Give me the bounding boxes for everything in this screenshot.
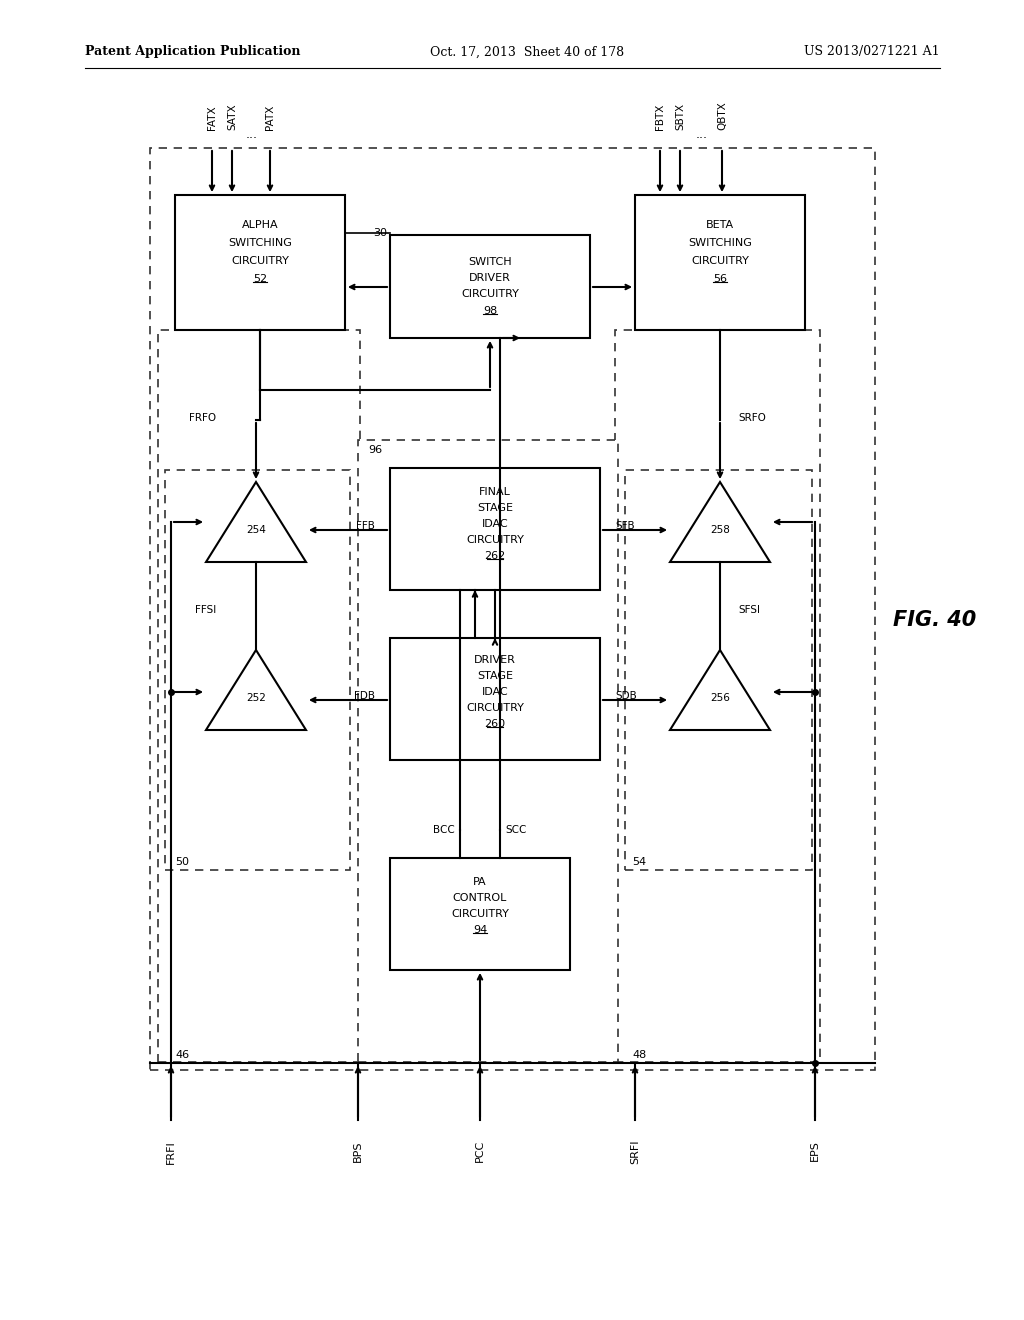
Text: 258: 258: [710, 525, 730, 535]
Text: FINAL: FINAL: [479, 487, 511, 498]
Text: DRIVER: DRIVER: [474, 655, 516, 665]
Text: 56: 56: [713, 275, 727, 284]
Text: Patent Application Publication: Patent Application Publication: [85, 45, 300, 58]
Bar: [150, 148, 874, 1071]
Text: CIRCUITRY: CIRCUITRY: [231, 256, 289, 267]
Text: SRFO: SRFO: [738, 413, 766, 422]
Polygon shape: [670, 649, 770, 730]
Text: ...: ...: [246, 128, 258, 141]
Bar: [390, 638, 600, 760]
Text: SBTX: SBTX: [675, 103, 685, 129]
Text: 30: 30: [373, 228, 387, 238]
Text: CIRCUITRY: CIRCUITRY: [466, 704, 524, 713]
Text: 262: 262: [484, 550, 506, 561]
Text: QBTX: QBTX: [717, 102, 727, 129]
Text: ALPHA: ALPHA: [242, 220, 279, 230]
Text: STAGE: STAGE: [477, 503, 513, 513]
Polygon shape: [206, 482, 306, 562]
Text: BCC: BCC: [433, 825, 455, 836]
Text: 260: 260: [484, 719, 506, 729]
Text: DRIVER: DRIVER: [469, 273, 511, 282]
Text: PA: PA: [473, 876, 486, 887]
Text: 50: 50: [175, 857, 189, 867]
Text: FFB: FFB: [356, 521, 375, 531]
Text: SRFI: SRFI: [630, 1140, 640, 1164]
Text: FFSI: FFSI: [195, 605, 216, 615]
Text: STAGE: STAGE: [477, 671, 513, 681]
Text: Oct. 17, 2013  Sheet 40 of 178: Oct. 17, 2013 Sheet 40 of 178: [430, 45, 624, 58]
Bar: [390, 235, 590, 338]
Bar: [158, 330, 360, 1063]
Bar: [165, 470, 350, 870]
Text: SWITCHING: SWITCHING: [228, 238, 292, 248]
Text: PCC: PCC: [475, 1140, 485, 1162]
Text: 252: 252: [246, 693, 266, 704]
Bar: [615, 330, 820, 1063]
Text: 94: 94: [473, 925, 487, 935]
Text: SATX: SATX: [227, 103, 237, 129]
Text: 96: 96: [368, 445, 382, 455]
Text: FIG. 40: FIG. 40: [893, 610, 976, 630]
Text: EPS: EPS: [810, 1140, 820, 1160]
Text: FDB: FDB: [354, 690, 375, 701]
Text: CONTROL: CONTROL: [453, 894, 507, 903]
Text: FRFI: FRFI: [166, 1140, 176, 1164]
Text: 98: 98: [483, 306, 497, 315]
Text: CIRCUITRY: CIRCUITRY: [466, 535, 524, 545]
Text: PATX: PATX: [265, 104, 275, 129]
Text: 54: 54: [632, 857, 646, 867]
Text: FBTX: FBTX: [655, 104, 665, 129]
Text: 254: 254: [246, 525, 266, 535]
Text: FRFO: FRFO: [188, 413, 216, 422]
Text: IDAC: IDAC: [481, 519, 508, 529]
Text: 46: 46: [175, 1049, 189, 1060]
Bar: [390, 469, 600, 590]
Text: SWITCHING: SWITCHING: [688, 238, 752, 248]
Bar: [358, 440, 618, 1063]
Text: SDB: SDB: [615, 690, 637, 701]
Text: FATX: FATX: [207, 106, 217, 129]
Bar: [625, 470, 812, 870]
Text: BETA: BETA: [706, 220, 734, 230]
Text: CIRCUITRY: CIRCUITRY: [461, 289, 519, 300]
Polygon shape: [206, 649, 306, 730]
Text: CIRCUITRY: CIRCUITRY: [451, 909, 509, 919]
Text: 52: 52: [253, 275, 267, 284]
Polygon shape: [670, 482, 770, 562]
Text: US 2013/0271221 A1: US 2013/0271221 A1: [805, 45, 940, 58]
Text: IDAC: IDAC: [481, 686, 508, 697]
Bar: [635, 195, 805, 330]
Bar: [390, 858, 570, 970]
Text: CIRCUITRY: CIRCUITRY: [691, 256, 749, 267]
Text: SWITCH: SWITCH: [468, 257, 512, 267]
Text: SFSI: SFSI: [738, 605, 760, 615]
Text: ...: ...: [696, 128, 708, 141]
Text: 256: 256: [710, 693, 730, 704]
Text: 48: 48: [632, 1049, 646, 1060]
Text: BPS: BPS: [353, 1140, 362, 1162]
Text: SFB: SFB: [615, 521, 635, 531]
Text: SCC: SCC: [505, 825, 526, 836]
Bar: [175, 195, 345, 330]
